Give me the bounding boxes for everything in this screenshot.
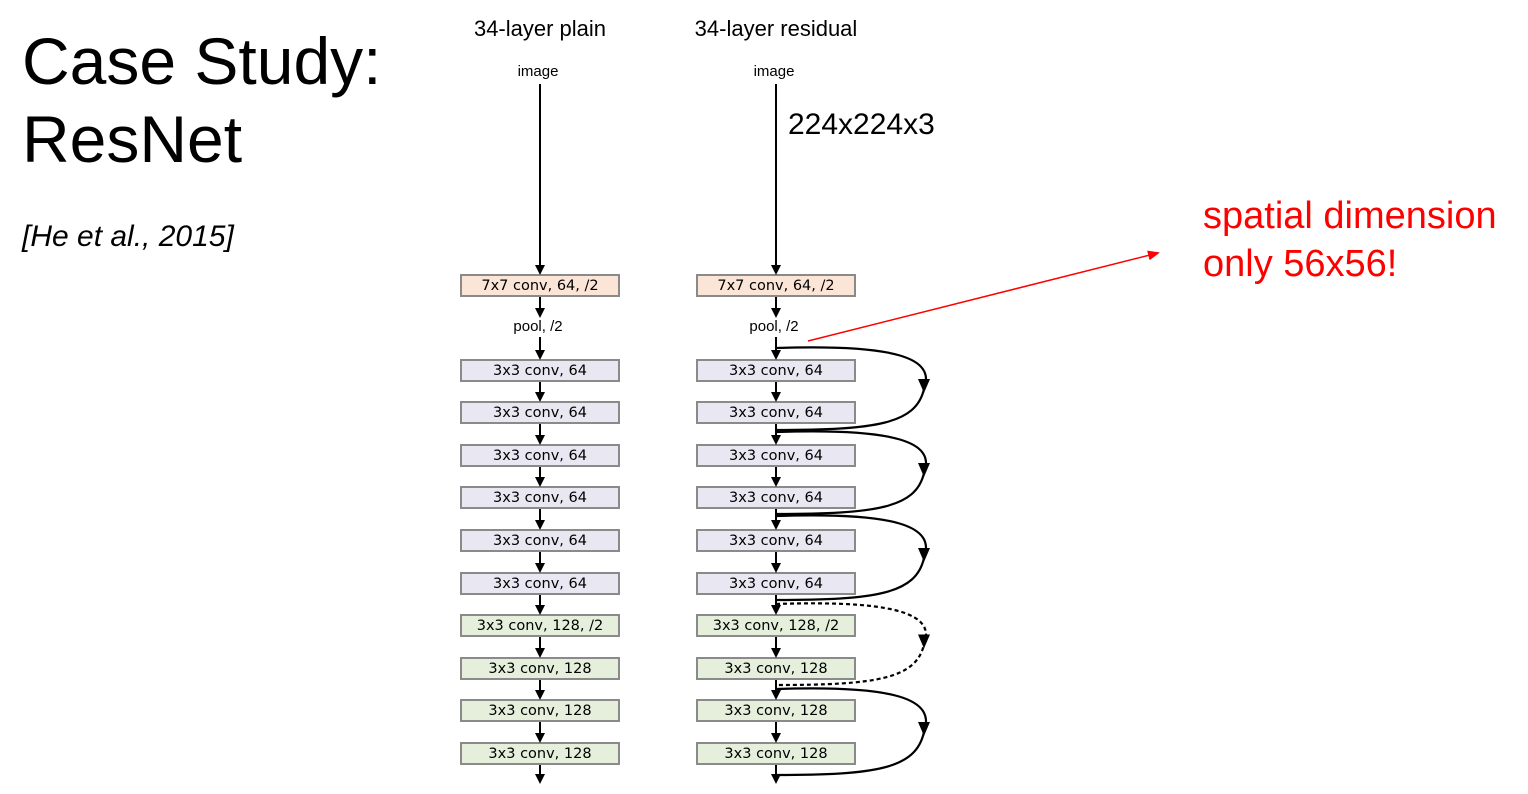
plain-layer-4: 3x3 conv, 64 [460, 444, 620, 467]
plain-layer-11: 3x3 conv, 128 [460, 742, 620, 765]
residual-shortcut-3-arrowhead [918, 548, 930, 562]
plain-layer-3: 3x3 conv, 64 [460, 401, 620, 424]
plain-layer-2: 3x3 conv, 64 [460, 359, 620, 382]
plain-pool-label: pool, /2 [513, 318, 563, 335]
residual-layer-9: 3x3 conv, 128 [696, 657, 856, 680]
residual-layer-10: 3x3 conv, 128 [696, 699, 856, 722]
residual-shortcut-1-arrowhead [918, 379, 930, 393]
plain-layer-9: 3x3 conv, 128 [460, 657, 620, 680]
residual-layer-3: 3x3 conv, 64 [696, 401, 856, 424]
title-line-2: ResNet [22, 102, 243, 176]
residual-shortcut-4-arrowhead [918, 634, 930, 649]
residual-layer-2: 3x3 conv, 64 [696, 359, 856, 382]
spatial-note: spatial dimension only 56x56! [1203, 192, 1497, 288]
citation: [He et al., 2015] [22, 220, 234, 253]
plain-layer-6: 3x3 conv, 64 [460, 529, 620, 552]
slide-title: Case Study: ResNet [22, 22, 382, 178]
residual-shortcut-2-arrowhead [918, 463, 930, 477]
plain-layer-1: 7x7 conv, 64, /2 [460, 274, 620, 297]
residual-column-title: 34-layer residual [694, 16, 858, 41]
input-dimension: 224x224x3 [788, 108, 935, 141]
residual-layer-1: 7x7 conv, 64, /2 [696, 274, 856, 297]
title-line-1: Case Study: [22, 24, 382, 98]
residual-layer-4: 3x3 conv, 64 [696, 444, 856, 467]
plain-layer-5: 3x3 conv, 64 [460, 486, 620, 509]
residual-shortcut-2-identity [775, 430, 927, 516]
residual-layer-6: 3x3 conv, 64 [696, 529, 856, 552]
spatial-note-line-2: only 56x56! [1203, 243, 1398, 285]
plain-column-title: 34-layer plain [473, 16, 607, 41]
residual-layer-7: 3x3 conv, 64 [696, 572, 856, 595]
plain-layer-10: 3x3 conv, 128 [460, 699, 620, 722]
residual-layer-11: 3x3 conv, 128 [696, 742, 856, 765]
plain-layer-8: 3x3 conv, 128, /2 [460, 614, 620, 637]
residual-layer-8: 3x3 conv, 128, /2 [696, 614, 856, 637]
residual-shortcut-5-arrowhead [918, 722, 930, 736]
residual-input-label: image [753, 63, 795, 80]
residual-shortcut-3-identity [775, 514, 928, 602]
plain-layer-7: 3x3 conv, 64 [460, 572, 620, 595]
residual-shortcut-4-projection [775, 602, 927, 687]
annotation-pointer-arrow [807, 250, 1160, 342]
residual-shortcut-5-identity [775, 687, 928, 777]
residual-shortcut-1-identity [775, 346, 927, 432]
spatial-note-line-1: spatial dimension [1203, 195, 1497, 237]
residual-layer-5: 3x3 conv, 64 [696, 486, 856, 509]
plain-input-label: image [517, 63, 559, 80]
residual-pool-label: pool, /2 [749, 318, 799, 335]
